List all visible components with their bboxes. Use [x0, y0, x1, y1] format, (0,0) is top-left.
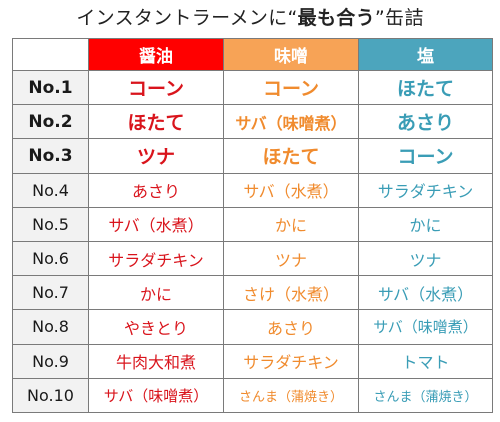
- title-emphasis: 最も合う: [297, 7, 375, 29]
- rank-label: No.3: [12, 138, 89, 174]
- cell-shio: ツナ: [358, 240, 493, 277]
- cell-shoyu: やきとり: [88, 309, 224, 345]
- rank-label: No.7: [12, 275, 89, 311]
- rank-label: No.10: [12, 377, 89, 413]
- cell-shoyu: あさり: [88, 172, 224, 208]
- rank-label: No.9: [12, 343, 89, 379]
- cell-shio: サバ（味噌煮）: [358, 309, 493, 345]
- table-row: No.6 サラダチキン ツナ ツナ: [12, 240, 493, 277]
- cell-shio: ほたて: [358, 69, 493, 106]
- table-row: No.3 ツナ ほたて コーン: [12, 138, 493, 174]
- cell-miso: さんま（蒲焼き）: [223, 377, 359, 413]
- table-row: No.10 サバ（味噌煮） さんま（蒲焼き） さんま（蒲焼き）: [12, 377, 493, 413]
- table-row: No.1 コーン コーン ほたて: [12, 69, 493, 106]
- column-header-shoyu: 醤油: [88, 38, 224, 71]
- cell-miso: ほたて: [223, 138, 359, 174]
- cell-shoyu: 牛肉大和煮: [88, 343, 224, 379]
- table-row: No.9 牛肉大和煮 サラダチキン トマト: [12, 343, 493, 379]
- cell-shio: かに: [358, 206, 493, 242]
- cell-miso: サラダチキン: [223, 343, 359, 379]
- table-row: No.4 あさり サバ（水煮） サラダチキン: [12, 172, 493, 208]
- table-row: No.2 ほたて サバ（味噌煮） あさり: [12, 104, 493, 140]
- cell-shio: さんま（蒲焼き）: [358, 377, 493, 413]
- title-close-quote: ”: [374, 7, 386, 29]
- rank-label: No.1: [12, 69, 89, 106]
- cell-shoyu: サバ（味噌煮）: [88, 377, 224, 413]
- table-row: No.8 やきとり あさり サバ（味噌煮）: [12, 309, 493, 345]
- cell-miso: サバ（味噌煮）: [223, 104, 359, 140]
- rank-label: No.5: [12, 206, 89, 242]
- corner-cell: [12, 38, 89, 71]
- ranking-table: 醤油 味噌 塩 No.1 コーン コーン ほたて No.2 ほたて サバ（味噌煮…: [12, 38, 493, 413]
- column-header-miso: 味噌: [223, 38, 359, 71]
- cell-shio: サラダチキン: [358, 172, 493, 208]
- cell-shoyu: ほたて: [88, 104, 224, 140]
- title-suffix: 缶詰: [385, 7, 424, 29]
- rank-label: No.2: [12, 104, 89, 140]
- rank-label: No.6: [12, 240, 89, 277]
- cell-miso: あさり: [223, 309, 359, 345]
- cell-shoyu: かに: [88, 275, 224, 311]
- page-title: インスタントラーメンに“最も合う”缶詰: [0, 6, 500, 30]
- cell-shio: コーン: [358, 138, 493, 174]
- cell-shoyu: コーン: [88, 69, 224, 106]
- title-open-quote: “: [287, 7, 298, 29]
- cell-miso: ツナ: [223, 240, 359, 277]
- cell-miso: かに: [223, 206, 359, 242]
- title-prefix: インスタントラーメンに: [76, 7, 288, 29]
- cell-shio: サバ（水煮）: [358, 275, 493, 311]
- rank-label: No.4: [12, 172, 89, 208]
- cell-shoyu: サバ（水煮）: [88, 206, 224, 242]
- cell-miso: サバ（水煮）: [223, 172, 359, 208]
- cell-miso: さけ（水煮）: [223, 275, 359, 311]
- column-header-shio: 塩: [358, 38, 493, 71]
- table-row: No.5 サバ（水煮） かに かに: [12, 206, 493, 242]
- cell-shoyu: サラダチキン: [88, 240, 224, 277]
- cell-shio: トマト: [358, 343, 493, 379]
- cell-miso: コーン: [223, 69, 359, 106]
- header-row: 醤油 味噌 塩: [12, 38, 493, 71]
- cell-shoyu: ツナ: [88, 138, 224, 174]
- table-row: No.7 かに さけ（水煮） サバ（水煮）: [12, 275, 493, 311]
- rank-label: No.8: [12, 309, 89, 345]
- cell-shio: あさり: [358, 104, 493, 140]
